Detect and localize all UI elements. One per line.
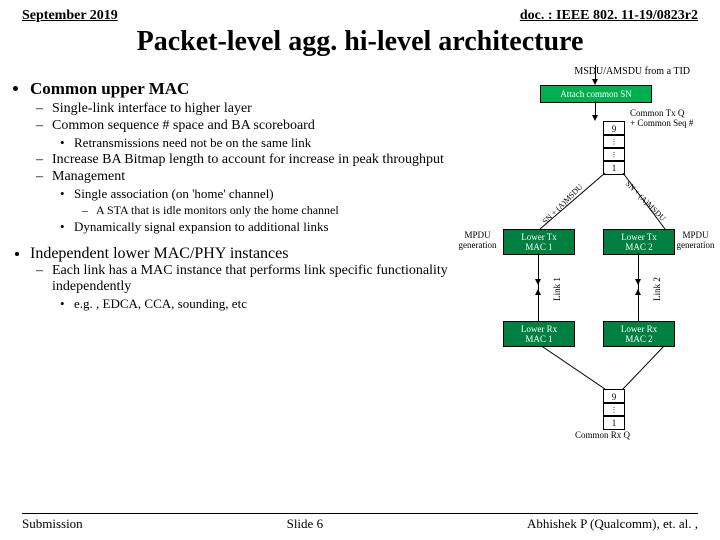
line-link1 [538,253,539,321]
footer-right: Abhishek P (Qualcomm), et. al. , [527,516,698,532]
label-mpdu-gen-r: MPDUgeneration [673,231,718,251]
box-1: 1 [603,160,625,175]
box-ltx1: Lower TxMAC 1 [503,229,575,255]
box-rx1: 1 [603,415,625,430]
bullet-2: Independent lower MAC/PHY instances [30,245,455,263]
box-lrx2: Lower RxMAC 2 [603,321,675,347]
bullet-1a: Single-link interface to higher layer [52,101,455,117]
header-date: September 2019 [22,8,118,24]
diagram: Attach common SN Common Tx Q+ Common Seq… [455,79,720,313]
arrow-attach-down [592,115,598,121]
label-txq: Common Tx Q+ Common Seq # [630,109,710,129]
msdu-label: MSDU/AMSDU from a TID [0,66,720,77]
arrow-l1-down [535,279,541,285]
label-rxq: Common Rx Q [575,431,630,441]
bullet-1b: Common sequence # space and BA scoreboar… [52,118,455,134]
bullet-1d1: Single association (on 'home' channel) [74,186,455,202]
bullet-1b1: Retransmissions need not be on the same … [74,135,455,151]
footer: Submission Slide 6 Abhishek P (Qualcomm)… [22,513,698,532]
arrow-l2-up [635,289,641,295]
footer-center: Slide 6 [287,516,323,532]
header: September 2019 doc. : IEEE 802. 11-19/08… [0,0,720,24]
svg-lines [455,79,710,479]
label-link1: Link 1 [552,277,562,301]
footer-left: Submission [22,516,83,532]
arrow-l2-down [635,279,641,285]
bullet-2a: Each link has a MAC instance that perfor… [52,263,455,295]
label-sn1: SN + (A)MSDU [541,182,585,226]
bullet-1: Common upper MAC [30,79,455,99]
line-link2 [638,253,639,321]
content-row: Common upper MAC Single-link interface t… [0,79,720,313]
label-mpdu-gen-l: MPDUgeneration [455,231,500,251]
label-attach: Attach common SN [560,89,632,99]
label-sn2: SN + (A)MSDU [624,179,668,223]
bullet-2a1: e.g. , EDCA, CCA, sounding, etc [74,296,455,312]
label-link2: Link 2 [652,277,662,301]
bullet-1d2: Dynamically signal expansion to addition… [74,219,455,235]
box-ltx2: Lower TxMAC 2 [603,229,675,255]
page-title: Packet-level agg. hi-level architecture [0,26,720,58]
header-doc: doc. : IEEE 802. 11-19/0823r2 [520,8,698,24]
bullet-1c: Increase BA Bitmap length to account for… [52,152,455,168]
bullet-1d1a: A STA that is idle monitors only the hom… [96,203,455,218]
arrow-l1-up [535,289,541,295]
box-attach-sn: Attach common SN [540,85,652,103]
bullets: Common upper MAC Single-link interface t… [0,79,455,313]
bullet-1d: Management [52,169,455,185]
box-lrx1: Lower RxMAC 1 [503,321,575,347]
